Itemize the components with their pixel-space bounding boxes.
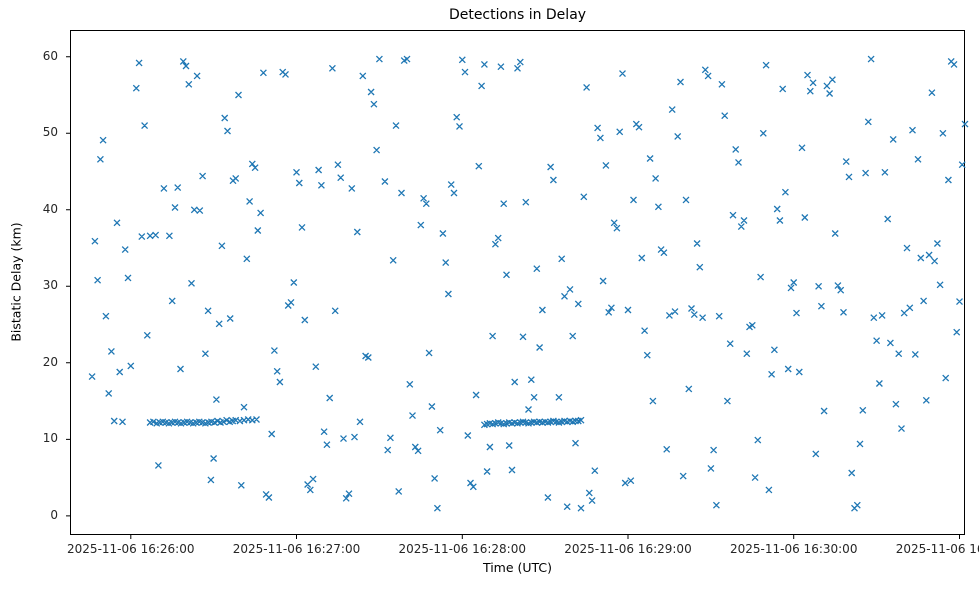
x-tick-label: 2025-11-06 16:29:00 xyxy=(564,542,692,556)
axes-spines xyxy=(70,30,965,535)
x-tick-label: 2025-11-06 16:31:00 xyxy=(895,542,979,556)
tick-marks xyxy=(66,56,960,539)
y-tick-label: 0 xyxy=(50,507,58,522)
y-tick-label: 50 xyxy=(42,125,58,140)
y-tick-label: 40 xyxy=(42,201,58,216)
x-axis-label: Time (UTC) xyxy=(482,560,553,575)
x-tick-label: 2025-11-06 16:28:00 xyxy=(398,542,526,556)
x-tick-label: 2025-11-06 16:27:00 xyxy=(232,542,361,556)
y-tick-label: 20 xyxy=(42,354,58,369)
x-tick-label: 2025-11-06 16:26:00 xyxy=(67,542,195,556)
y-tick-label: 30 xyxy=(42,278,58,293)
y-tick-label: 60 xyxy=(42,48,58,63)
x-tick-label: 2025-11-06 16:30:00 xyxy=(730,542,858,556)
y-tick-label: 10 xyxy=(42,431,58,446)
scatter-markers xyxy=(88,55,969,512)
chart-title: Detections in Delay xyxy=(448,7,587,23)
